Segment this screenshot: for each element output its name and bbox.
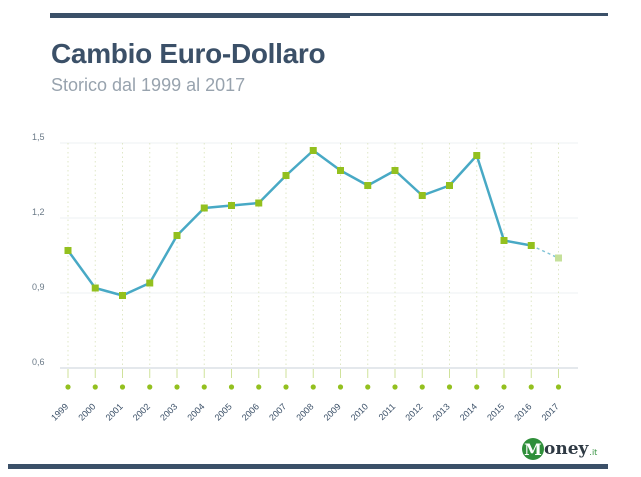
x-tick-dot (174, 384, 180, 390)
x-tick-dot (256, 384, 262, 390)
data-point (146, 279, 154, 287)
x-tick-label: 2007 (267, 401, 288, 422)
x-tick-dot (310, 384, 316, 390)
data-point (282, 172, 290, 179)
x-tick-dot (501, 384, 507, 390)
x-tick-dot (528, 384, 534, 390)
x-tick-dot (119, 384, 126, 390)
data-point (228, 202, 235, 209)
x-tick-label: 2001 (104, 401, 125, 422)
data-point (91, 284, 99, 292)
x-tick-label: 2015 (485, 401, 506, 422)
x-tick-label: 2004 (185, 401, 206, 422)
x-tick-dot (555, 384, 562, 390)
data-point (64, 247, 72, 254)
y-tick-label: 1,2 (32, 207, 45, 217)
x-tick-label: 2012 (403, 401, 424, 422)
data-point (446, 182, 453, 189)
x-tick-label: 2003 (158, 401, 179, 422)
data-point (418, 192, 426, 199)
x-tick-label: 2006 (240, 401, 261, 422)
x-tick-dot (283, 384, 289, 390)
x-tick-label: 2000 (76, 401, 97, 422)
x-tick-label: 2013 (431, 401, 452, 422)
x-tick-dot (365, 384, 371, 390)
bottom-divider (8, 464, 608, 469)
chart-title: Cambio Euro-Dollaro (51, 38, 326, 69)
money-logo: M oney .it (522, 436, 597, 462)
data-point (173, 232, 181, 239)
data-point (555, 254, 562, 262)
x-tick-dot (446, 384, 453, 390)
y-tick-label: 0,6 (32, 357, 45, 367)
x-tick-dot (65, 384, 71, 390)
x-tick-label: 2010 (349, 401, 370, 422)
x-tick-dot (228, 384, 235, 390)
x-tick-label: 2017 (540, 401, 561, 422)
x-tick-dot (392, 384, 398, 390)
data-point (119, 292, 126, 299)
data-point (473, 152, 481, 159)
y-axis: 0,6 0,9 1,2 1,5 (32, 132, 45, 367)
series-line-forecast (530, 244, 559, 259)
x-tick-dot (419, 384, 425, 390)
x-tick-dot (201, 384, 207, 390)
data-point (255, 199, 263, 207)
x-tick-dot (147, 384, 153, 390)
y-tick-label: 1,5 (32, 132, 45, 142)
top-accent-bar (50, 13, 350, 18)
x-tick-dot (474, 384, 480, 390)
data-point (364, 182, 372, 189)
logo-suffix: .it (589, 447, 598, 457)
data-point (337, 167, 344, 174)
x-tick-dot (92, 384, 98, 390)
x-tick-label: 2011 (377, 401, 398, 422)
data-point (200, 204, 208, 212)
data-point (391, 167, 399, 174)
logo-initial: M (522, 438, 544, 460)
x-tick-label: 2014 (458, 401, 479, 422)
x-tick-label: 2016 (512, 401, 533, 422)
x-axis: 1999 2000 2001 2002 2003 2004 2005 2006 2007 2008… (49, 369, 562, 423)
series-line (66, 149, 532, 297)
x-tick-dot (337, 384, 344, 390)
logo-name: oney (544, 439, 589, 459)
x-tick-label: 2002 (131, 401, 152, 422)
x-tick-label: 2009 (322, 401, 343, 422)
x-tick-label: 2008 (294, 401, 315, 422)
data-point (309, 147, 317, 154)
chart-subtitle: Storico dal 1999 al 2017 (51, 75, 246, 95)
y-tick-label: 0,9 (32, 282, 45, 292)
grid-layer (60, 142, 578, 369)
marker-layer (64, 147, 562, 299)
x-tick-label: 1999 (49, 401, 70, 422)
data-point (527, 242, 535, 249)
series-layer (66, 149, 559, 297)
x-tick-label: 2005 (213, 401, 234, 422)
data-point (500, 237, 508, 244)
